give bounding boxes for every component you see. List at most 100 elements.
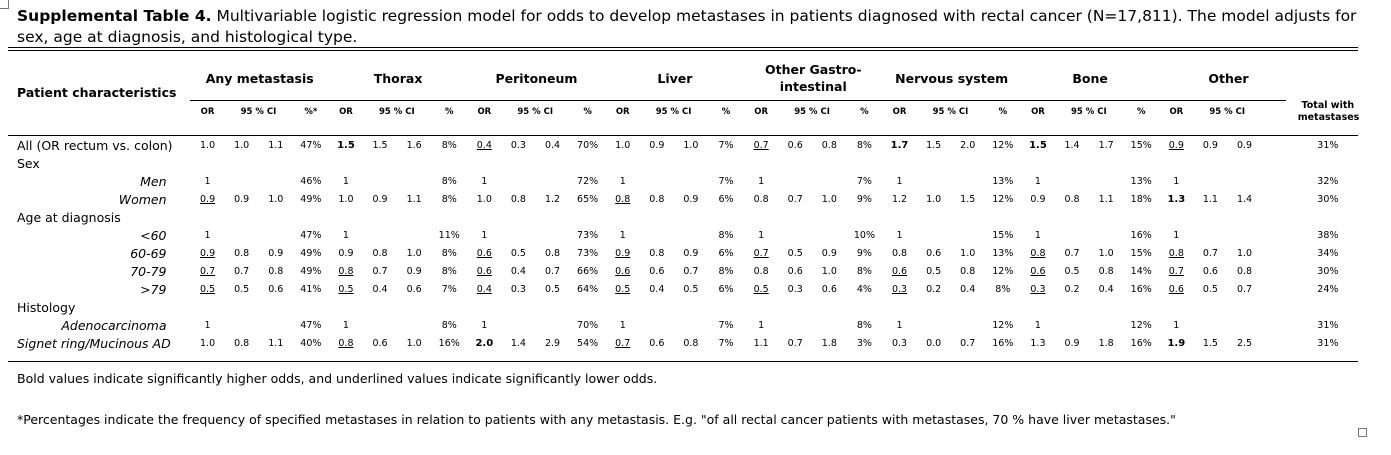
- ci-upper: [259, 226, 293, 244]
- odds-ratio: 1: [481, 319, 488, 331]
- row-label: All (OR rectum vs. colon): [17, 137, 173, 153]
- ci-lower: 0.7: [1202, 247, 1218, 259]
- total-header: Total with metastases: [1297, 100, 1360, 123]
- ci-lower: [640, 316, 674, 334]
- odds-ratio: 0.8: [753, 265, 769, 277]
- subheader-cell: OR: [339, 107, 353, 117]
- ci-lower: 0.5: [510, 247, 526, 259]
- ci-upper: 1.1: [268, 139, 284, 151]
- ci-lower: [778, 172, 812, 190]
- odds-ratio: 1.7: [890, 139, 909, 151]
- ci-lower: 1.5: [1202, 337, 1218, 349]
- section-filler: [191, 154, 1358, 172]
- ci-lower: 0.7: [372, 265, 388, 277]
- footnote-percent: *Percentages indicate the frequency of s…: [17, 412, 1176, 427]
- odds-ratio: 1: [1173, 229, 1180, 241]
- odds-ratio: 1.5: [1029, 139, 1047, 151]
- percent: [1262, 190, 1298, 208]
- table-row: 70-79 0.7 0.7 0.8 49% 0.8 0.7 0.9 8% 0.6 0.4 0.7 66%…: [8, 262, 1358, 280]
- ci-upper: 0.7: [544, 265, 561, 277]
- ci-upper: 0.9: [683, 247, 699, 259]
- ci-upper: [259, 316, 293, 334]
- odds-ratio: 0.8: [753, 193, 769, 205]
- anchor-box: [1358, 428, 1367, 437]
- table-row: >79 0.5 0.5 0.6 41% 0.5 0.4 0.6 7% 0.4 0.3 0.5 64% 0.…: [8, 280, 1358, 298]
- percent: [1262, 316, 1298, 334]
- odds-ratio: 0.9: [200, 193, 216, 205]
- percent: 7%: [718, 319, 734, 331]
- percent: 7%: [441, 283, 457, 295]
- odds-ratio: 0.8: [1030, 247, 1046, 259]
- ci-lower: 0.3: [510, 283, 526, 295]
- ci-upper: 0.7: [683, 265, 699, 277]
- subheader-cell: %: [444, 107, 454, 117]
- subheader-cell: OR: [754, 107, 769, 117]
- subheader-rule: [8, 135, 1358, 136]
- ci-lower: [640, 226, 674, 244]
- odds-ratio: 0.8: [891, 247, 908, 259]
- ci-upper: 1.0: [960, 247, 976, 259]
- ci-upper: [535, 226, 569, 244]
- odds-ratio: 1.0: [615, 139, 631, 151]
- ci-lower: [778, 226, 812, 244]
- percent: 8%: [441, 193, 457, 205]
- percent: [1262, 280, 1298, 298]
- ci-lower: 0.5: [787, 247, 803, 259]
- ci-lower: 0.9: [649, 139, 665, 151]
- ci-upper: 0.8: [544, 247, 561, 259]
- odds-ratio: 1: [1034, 229, 1041, 241]
- subheader-cell: %: [583, 107, 592, 117]
- percent: [1262, 136, 1298, 154]
- percent: 7%: [856, 175, 872, 187]
- percent: 8%: [441, 175, 457, 187]
- subheader-cell: OR: [892, 107, 907, 117]
- subheader-cell: 95 % CI: [1209, 107, 1246, 117]
- ci-upper: 1.1: [268, 337, 284, 349]
- ci-lower: 0.5: [1064, 265, 1080, 277]
- ci-lower: 0.6: [649, 265, 665, 277]
- ci-lower: [1055, 316, 1089, 334]
- ci-lower: 0.6: [1202, 265, 1218, 277]
- odds-ratio: 1: [204, 229, 211, 241]
- percent: 3%: [856, 337, 872, 349]
- odds-ratio: 0.8: [338, 337, 354, 349]
- table-row: Adenocarcinoma 1 47% 1 8% 1 70% 1 7% 1 8% 1 12% 1 12% 1…: [8, 316, 1358, 334]
- ci-upper: 1.6: [406, 139, 422, 151]
- section-label: Age at diagnosis: [17, 209, 121, 225]
- ci-upper: 0.8: [268, 265, 284, 277]
- percent: 40%: [300, 337, 322, 349]
- odds-ratio: 1: [342, 229, 349, 241]
- odds-ratio: 1: [896, 175, 903, 187]
- ci-lower: 0.7: [787, 193, 803, 205]
- ci-lower: [1193, 172, 1227, 190]
- subheader-cell: OR: [1169, 107, 1184, 117]
- ci-lower: 0.4: [510, 265, 526, 277]
- ci-upper: 1.0: [1098, 247, 1114, 259]
- percent: 6%: [718, 247, 734, 259]
- section-label: Histology: [17, 299, 76, 315]
- odds-ratio: 0.7: [615, 337, 631, 349]
- odds-ratio: 1: [342, 319, 349, 331]
- odds-ratio: 0.3: [1030, 283, 1046, 295]
- table-caption: Supplemental Table 4. Multivariable logi…: [17, 6, 1357, 48]
- odds-ratio: 0.7: [200, 265, 216, 277]
- total-percent: 34%: [1317, 247, 1339, 259]
- percent: [1262, 172, 1298, 190]
- subheader-cell: %: [721, 107, 731, 117]
- subheader-cell: OR: [1031, 107, 1045, 117]
- percent: 15%: [1130, 139, 1152, 151]
- ci-upper: 0.4: [1098, 283, 1114, 295]
- percent: 72%: [577, 175, 599, 187]
- odds-ratio: 0.6: [476, 247, 492, 259]
- subheader-cell: OR: [200, 107, 215, 117]
- ci-upper: 2.0: [960, 139, 976, 151]
- ci-upper: [812, 172, 846, 190]
- odds-ratio: 1: [1173, 175, 1180, 187]
- ci-upper: [1089, 172, 1123, 190]
- ci-upper: 1.5: [960, 193, 976, 205]
- percent: 6%: [718, 193, 734, 205]
- odds-ratio: 1.5: [337, 139, 355, 151]
- percent: 16%: [992, 337, 1014, 349]
- ci-lower: 0.7: [787, 337, 803, 349]
